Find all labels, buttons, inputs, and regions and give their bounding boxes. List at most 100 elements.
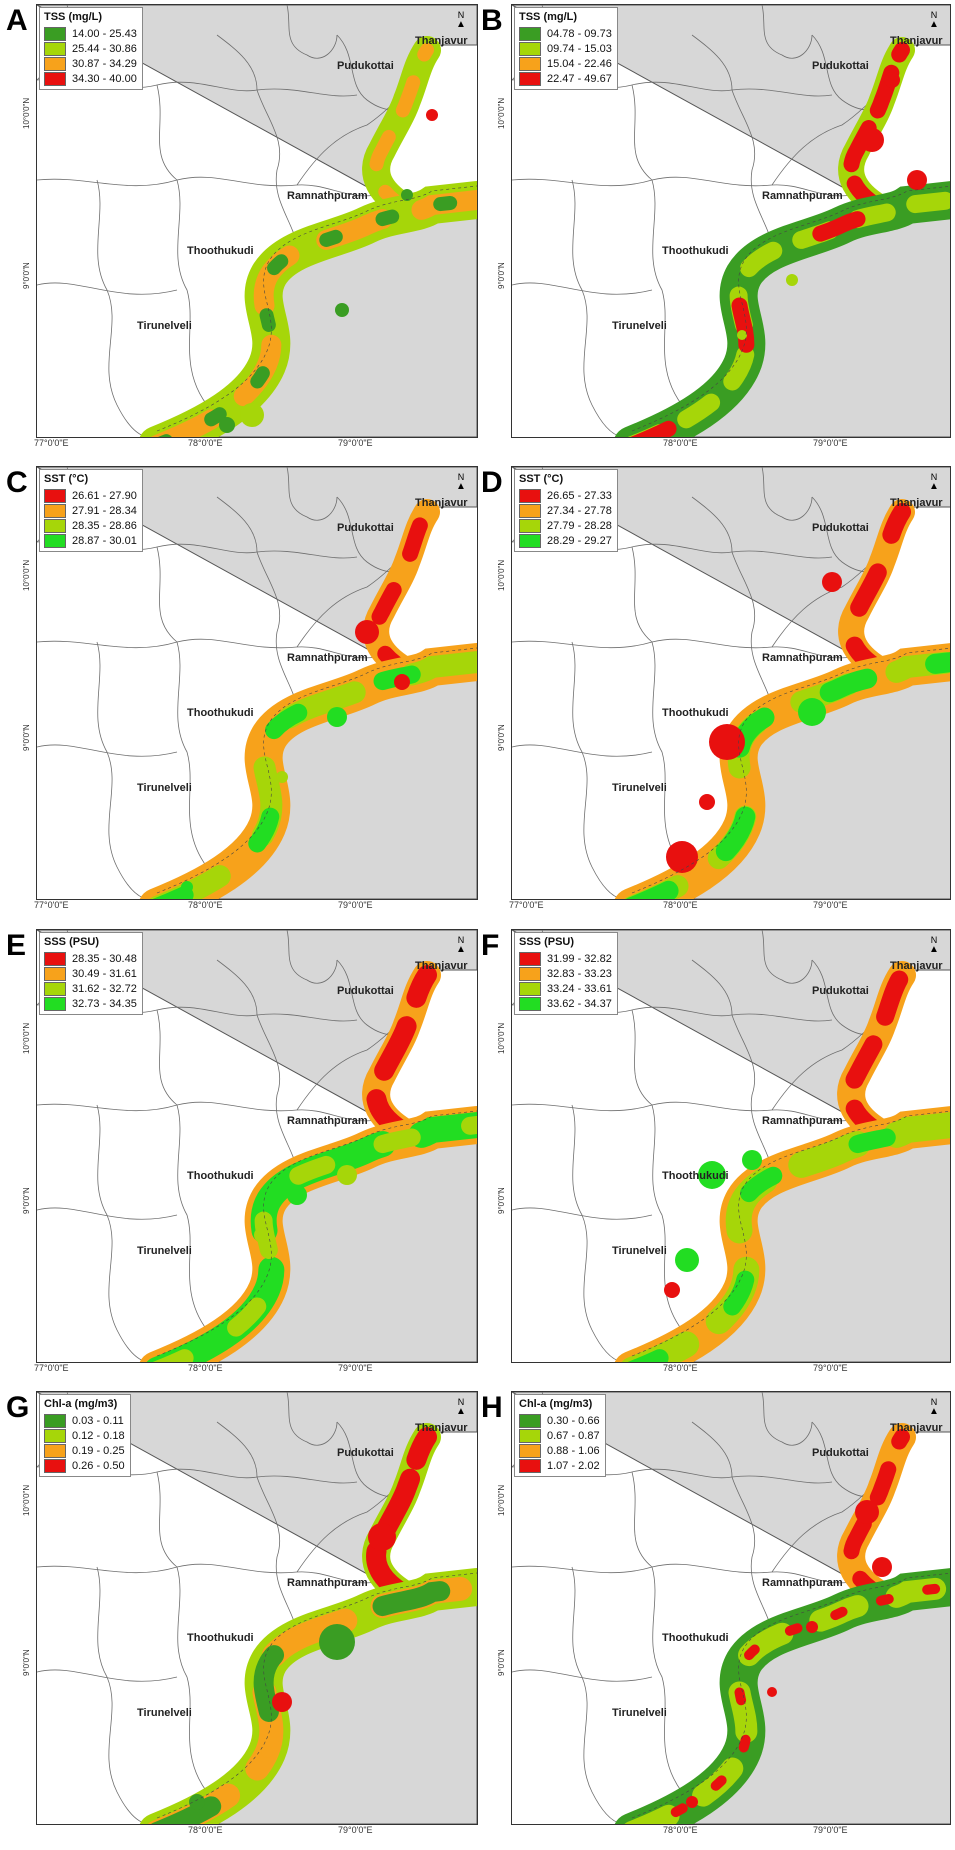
legend-label: 28.87 - 30.01 <box>72 534 137 547</box>
legend-item: 27.79 - 28.28 <box>519 518 612 533</box>
district-border <box>512 1207 653 1220</box>
place-label-thanjavur: Thanjavur <box>415 497 468 509</box>
district-border <box>571 1104 623 1362</box>
place-label-ramnathpuram: Ramnathpuram <box>287 1577 368 1589</box>
lat-tick-label: 10°0'0"N <box>497 1484 506 1516</box>
legend-title: SST (°C) <box>519 473 564 485</box>
legend: SST (°C) 26.65 - 27.33 27.34 - 27.78 27.79 … <box>514 469 618 552</box>
place-label-tirunelveli: Tirunelveli <box>137 320 192 332</box>
lon-tick-label: 77°0'0"E <box>34 438 69 448</box>
legend: Chl-a (mg/m3) 0.03 - 0.11 0.12 - 0.18 0.19 … <box>39 1394 131 1477</box>
legend-item: 1.07 - 2.02 <box>519 1458 600 1473</box>
north-arrow-icon: N ▲ <box>929 1397 939 1417</box>
district-border <box>156 1471 208 1793</box>
legend-title: SST (°C) <box>44 473 89 485</box>
legend-label: 25.44 - 30.86 <box>72 42 137 55</box>
place-label-thanjavur: Thanjavur <box>890 35 943 47</box>
legend-label: 28.35 - 30.48 <box>72 952 137 965</box>
legend-swatch <box>519 996 541 1011</box>
district-border <box>731 1014 773 1171</box>
place-label-thoothukudi: Thoothukudi <box>187 245 254 257</box>
place-label-pudukottai: Pudukottai <box>812 1447 869 1459</box>
value-blob <box>335 303 349 317</box>
value-blob <box>401 189 413 201</box>
district-border <box>37 1563 378 1584</box>
value-blob <box>337 1165 357 1185</box>
map-panel-g: G Chl-a (mg/m3) 0.03 - 0.11 0.12 - 0.18 0.19… <box>0 1387 478 1842</box>
north-arrow-icon: N ▲ <box>456 935 466 955</box>
sea-band-upper <box>369 43 434 217</box>
value-blob <box>737 330 747 340</box>
lon-tick-label: 77°0'0"E <box>509 900 544 910</box>
district-border <box>96 1566 148 1824</box>
district-border <box>631 1009 683 1331</box>
district-border <box>512 1101 853 1122</box>
value-blob <box>786 274 798 286</box>
legend-swatch <box>44 966 66 981</box>
legend-swatch <box>519 1413 541 1428</box>
legend-label: 31.99 - 32.82 <box>547 952 612 965</box>
map-panel-e: E SSS (PSU) 28.35 - 30.48 30.49 - 31.61 31.6… <box>0 925 478 1380</box>
legend-swatch <box>44 981 66 996</box>
legend-title: TSS (mg/L) <box>519 11 578 23</box>
map-panel-d: D SST (°C) 26.65 - 27.33 27.34 - 27.78 27.79… <box>475 462 955 917</box>
legend-item: 0.67 - 0.87 <box>519 1428 600 1443</box>
map-frame: TSS (mg/L) 04.78 - 09.73 09.74 - 15.03 15.0… <box>511 4 951 438</box>
panel-letter: A <box>6 4 28 37</box>
legend-title: SSS (PSU) <box>519 936 575 948</box>
district-border <box>256 1014 298 1171</box>
legend-label: 0.03 - 0.11 <box>72 1414 124 1427</box>
district-border <box>216 34 258 91</box>
legend-title: SSS (PSU) <box>44 936 100 948</box>
district-border <box>216 1421 258 1478</box>
value-blob <box>855 1500 879 1524</box>
place-label-thanjavur: Thanjavur <box>890 960 943 972</box>
legend-item: 33.24 - 33.61 <box>519 981 612 996</box>
district-border <box>37 744 178 757</box>
lat-tick-label: 9°0'0"N <box>497 1187 506 1214</box>
map-panel-c: C SST (°C) 26.61 - 27.90 27.91 - 28.34 28.35… <box>0 462 478 917</box>
legend-label: 14.00 - 25.43 <box>72 27 137 40</box>
district-border <box>731 89 773 246</box>
district-border <box>571 1566 623 1824</box>
lon-tick-label: 78°0'0"E <box>188 900 223 910</box>
place-label-ramnathpuram: Ramnathpuram <box>762 1115 843 1127</box>
place-label-ramnathpuram: Ramnathpuram <box>762 652 843 664</box>
legend-label: 22.47 - 49.67 <box>547 72 612 85</box>
value-blob <box>698 1161 726 1189</box>
map-svg <box>512 5 950 437</box>
place-label-thanjavur: Thanjavur <box>890 1422 943 1434</box>
legend-swatch <box>519 488 541 503</box>
district-border <box>156 546 208 868</box>
district-border <box>37 1207 178 1220</box>
lon-tick-label: 77°0'0"E <box>34 1363 69 1373</box>
value-blob <box>806 1621 818 1633</box>
value-blob <box>426 109 438 121</box>
sea-band <box>152 653 477 899</box>
legend-item: 31.62 - 32.72 <box>44 981 137 996</box>
place-label-ramnathpuram: Ramnathpuram <box>762 1577 843 1589</box>
legend-swatch <box>519 1458 541 1473</box>
value-blob <box>675 1248 699 1272</box>
district-border <box>691 496 733 553</box>
sea-band-upper <box>842 503 911 681</box>
north-arrow-icon: N ▲ <box>456 10 466 30</box>
place-label-pudukottai: Pudukottai <box>337 60 394 72</box>
place-label-ramnathpuram: Ramnathpuram <box>287 1115 368 1127</box>
value-blob <box>368 1523 396 1551</box>
district-border <box>286 5 338 59</box>
lon-tick-label: 79°0'0"E <box>338 1363 373 1373</box>
legend-label: 27.34 - 27.78 <box>547 504 612 517</box>
district-border <box>96 179 148 437</box>
legend: Chl-a (mg/m3) 0.30 - 0.66 0.67 - 0.87 0.88 … <box>514 1394 606 1477</box>
value-blob <box>860 128 884 152</box>
value-blob <box>219 417 235 433</box>
legend-item: 28.35 - 30.48 <box>44 951 137 966</box>
district-border <box>761 930 813 984</box>
district-border <box>286 467 338 521</box>
legend-label: 0.19 - 0.25 <box>72 1444 125 1457</box>
legend-item: 32.83 - 33.23 <box>519 966 612 981</box>
sea-band <box>638 1582 950 1824</box>
legend-swatch <box>44 533 66 548</box>
legend: SST (°C) 26.61 - 27.90 27.91 - 28.34 28.35 … <box>39 469 143 552</box>
